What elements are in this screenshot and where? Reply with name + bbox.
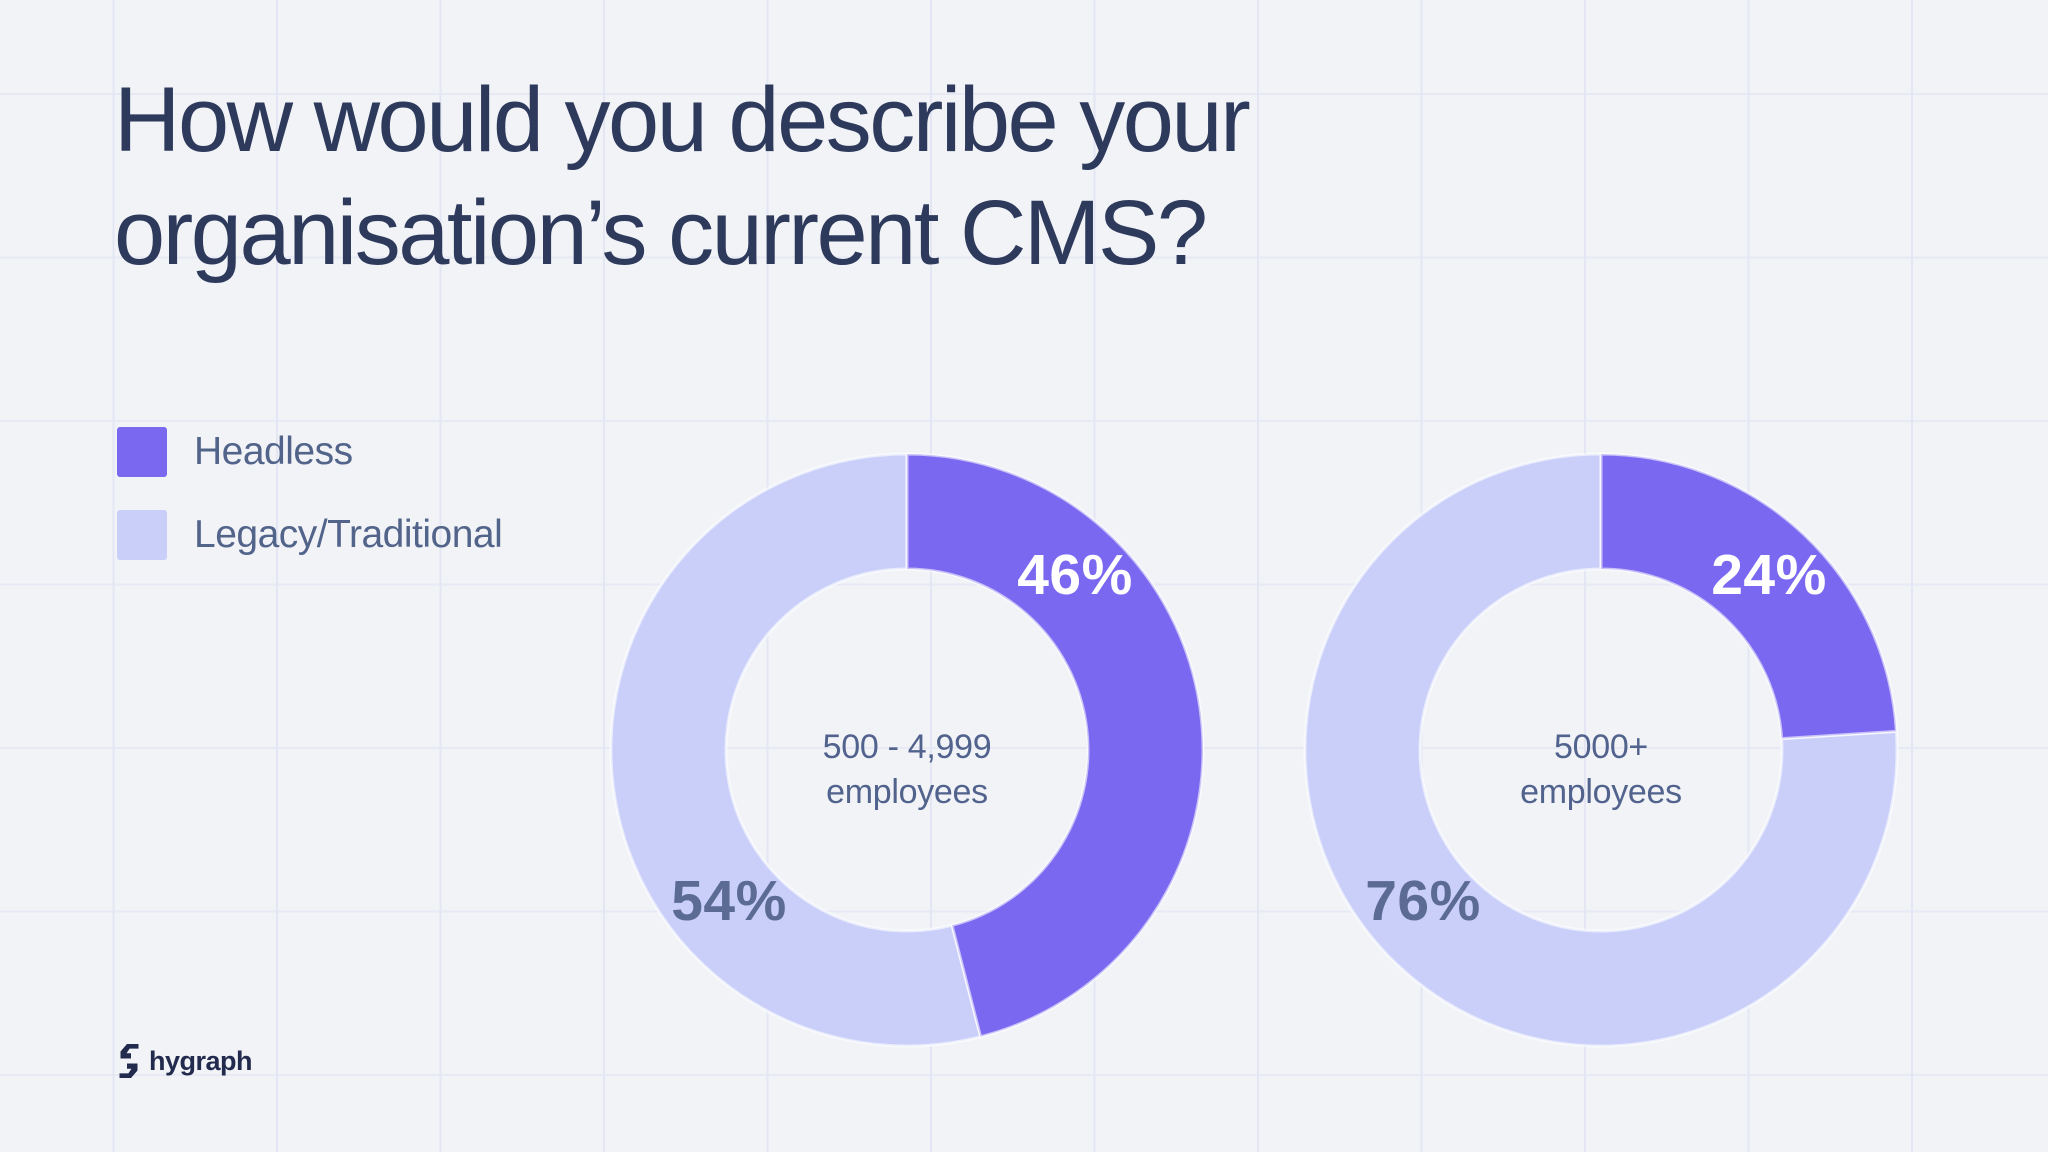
- legend-item-headless: Headless: [117, 427, 502, 477]
- legend-swatch-headless: [117, 427, 167, 477]
- legend-swatch-legacy: [117, 510, 167, 560]
- donut-chart-5000plus: 24% 76% 5000+ employees: [1301, 450, 1901, 1050]
- center-label-line2: employees: [826, 773, 988, 811]
- donut-segment-legacy-traditional: [1303, 452, 1899, 1048]
- donut-rings: [1303, 452, 1899, 1048]
- donut-chart-500-4999: 46% 54% 500 - 4,999 employees: [607, 450, 1207, 1050]
- donut-center-label: 5000+ employees: [1520, 725, 1682, 815]
- page-title: How would you describe your organisation…: [114, 64, 1251, 290]
- legend-label-legacy: Legacy/Traditional: [194, 513, 503, 556]
- center-label-line1: 500 - 4,999: [822, 728, 992, 767]
- brand-name: hygraph: [149, 1045, 253, 1076]
- legend-item-legacy: Legacy/Traditional: [117, 510, 503, 560]
- donut-segment-headless: [905, 452, 1205, 1039]
- headless-percent-label: 46%: [1017, 543, 1133, 607]
- legacy-percent-label: 76%: [1365, 869, 1481, 933]
- donut-segment-legacy-traditional: [609, 452, 983, 1048]
- headless-percent-label: 24%: [1711, 543, 1827, 607]
- legend: Headless Legacy/Traditional: [117, 427, 503, 560]
- hygraph-logo-icon: [119, 1044, 139, 1078]
- donut-center-label: 500 - 4,999 employees: [823, 725, 992, 815]
- center-label-line1: 5000+: [1553, 728, 1648, 767]
- donut-segment-headless: [1599, 452, 1898, 741]
- brand-lockup: hygraph: [117, 1042, 253, 1080]
- legend-label-headless: Headless: [194, 430, 353, 473]
- page-title-line1: How would you describe your: [114, 69, 1251, 171]
- page-title-line2: organisation’s current CMS?: [114, 182, 1208, 285]
- center-label-line2: employees: [1520, 773, 1682, 811]
- donut-rings: [609, 452, 1205, 1048]
- legacy-percent-label: 54%: [671, 869, 787, 933]
